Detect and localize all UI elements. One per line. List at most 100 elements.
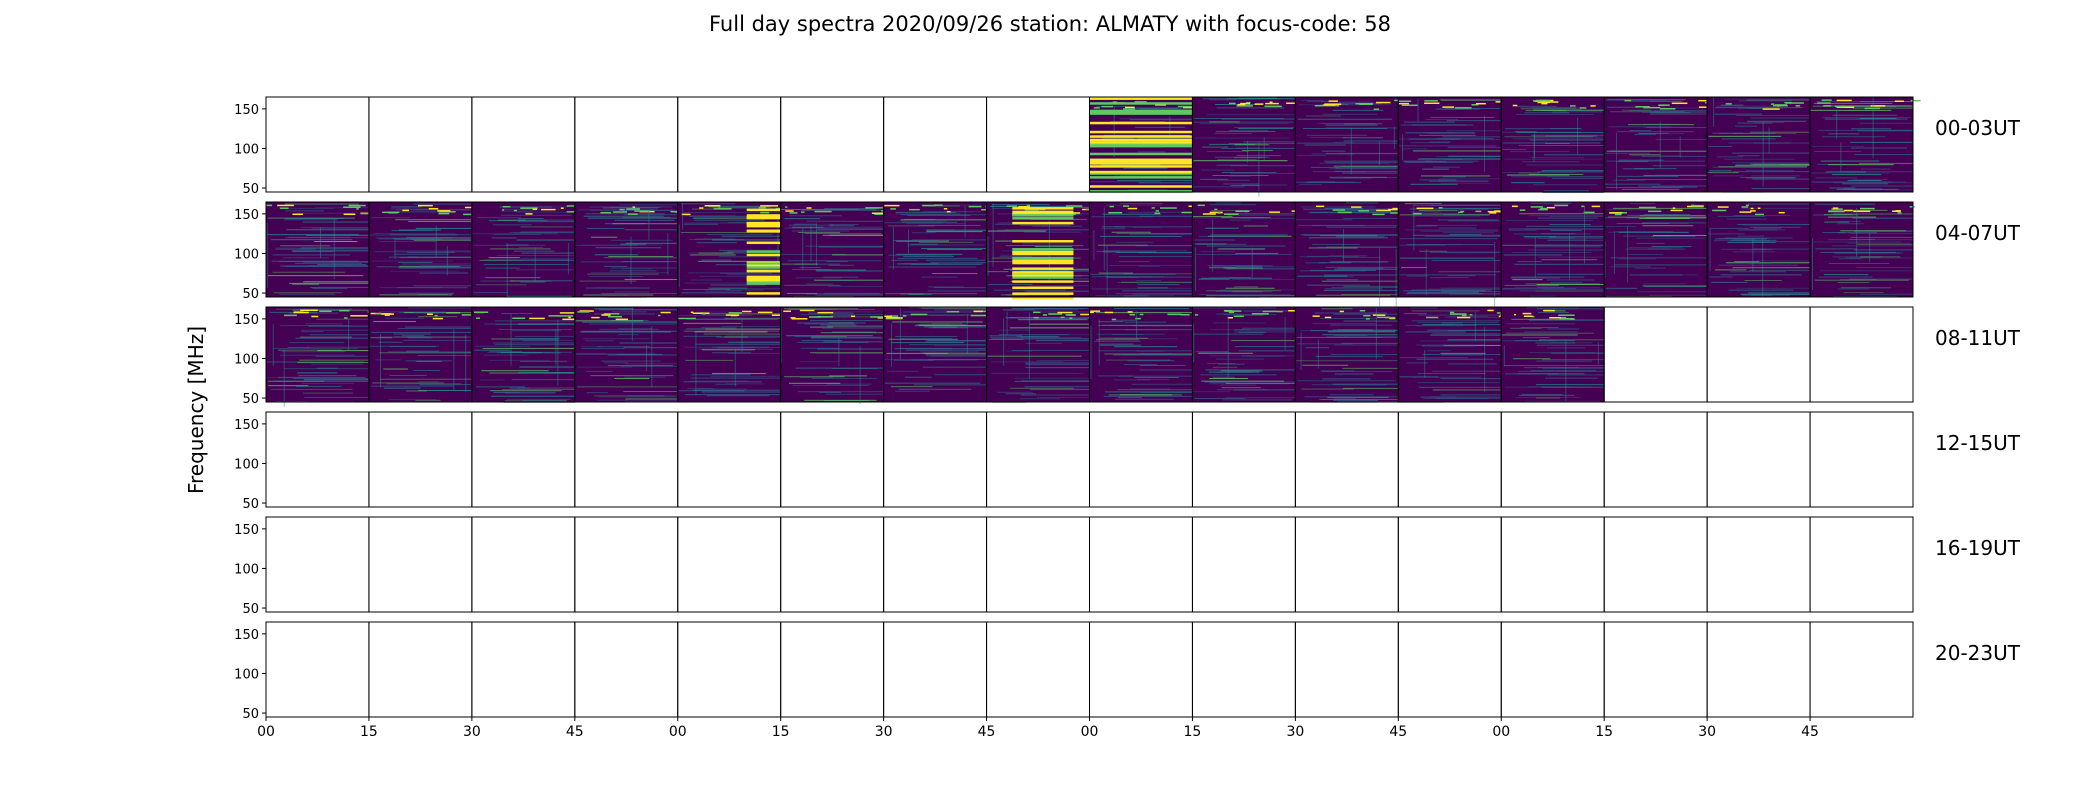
spectrum-panel [1706,411,1811,508]
spectrum-panel [368,516,473,613]
x-axis: 00 15 30 45 00 15 30 45 00 15 30 45 00 15 30 45 [257,717,1819,740]
spectrum-panel [1706,516,1811,613]
figure-title: Full day spectra 2020/09/26 station: ALM… [709,12,1391,36]
spectra-row-00-03UT: 50 100 150 [234,96,1921,197]
row-label-16-19UT: 16-19UT [1935,536,2020,560]
spectrum-panel [986,621,1090,718]
spectrum-panel [1089,621,1193,718]
spectrum-panel [265,516,370,613]
y-tick-label: 150 [234,628,259,643]
spectrum-panel [1500,201,1605,298]
y-axis-label: Frequency [MHz] [184,325,208,495]
x-tick-label: 30 [1698,724,1716,740]
x-tick-label: 30 [1286,724,1304,740]
row-label-12-15UT: 12-15UT [1935,431,2020,455]
spectrum-panel [1397,411,1502,508]
spectrum-panel [471,201,579,298]
spectrum-panel [471,96,576,193]
spectrum-panel [265,621,370,718]
x-tick-label: 15 [1595,724,1613,740]
spectrum-panel [1500,516,1605,613]
spectra-row-16-19UT: 50 100 150 [234,516,1914,617]
spectrum-panel [1397,201,1507,307]
y-tick-label: 100 [234,352,259,367]
spectra-row-20-23UT: 50 100 150 [234,621,1914,722]
spectrum-panel [986,306,1090,403]
spectrum-panel [1706,96,1824,193]
spectrum-panel [883,621,988,718]
x-tick-label: 45 [978,724,996,740]
spectrum-panel [265,201,378,298]
spectrum-panel [1706,306,1811,403]
x-tick-label: 00 [1492,724,1510,740]
x-tick-label: 00 [257,724,275,740]
y-tick-label: 50 [242,707,259,722]
spectrum-panel [677,201,791,298]
spectrum-panel [1397,516,1502,613]
spectrum-panel [780,411,885,508]
x-tick-label: 30 [875,724,893,740]
spectrum-panel [574,516,679,613]
spectrum-panel [1500,411,1605,508]
spectrum-panel [1603,201,1708,298]
spectrum-panel [883,516,988,613]
y-tick-label: 50 [242,182,259,197]
spectrum-panel [677,96,782,193]
spectrum-panel [780,516,885,613]
x-tick-label: 00 [669,724,687,740]
spectrum-panel [1294,96,1406,193]
spectrum-panel [986,411,1090,508]
spectrum-panel [471,621,576,718]
spectrum-panel [677,306,788,403]
spectrum-panel [1809,96,1921,193]
y-tick-label: 150 [234,208,259,223]
spectrum-panel [574,411,679,508]
spectrum-panel [883,96,988,193]
y-tick-label: 50 [242,392,259,407]
spectrum-panel [1603,621,1708,718]
spectrum-panel [1191,411,1296,508]
spectrum-panel [1500,306,1605,403]
spectrum-panel [1089,306,1193,403]
spectrum-panel [1809,621,1914,718]
y-tick-label: 50 [242,497,259,512]
spectrum-panel [574,201,686,298]
spectrum-panel [780,306,890,405]
spectrum-panel [471,411,576,508]
spectrum-panel [780,621,885,718]
spectrum-panel [368,621,473,718]
spectra-row-04-07UT: 50 100 150 [234,201,1915,312]
y-tick-label: 150 [234,418,259,433]
spectrum-panel [883,411,988,508]
spectrum-panel [677,411,782,508]
spectra-row-08-11UT: 50 100 150 [234,306,1914,407]
spectrum-panel [574,306,691,403]
y-tick-label: 100 [234,667,259,682]
y-tick-label: 150 [234,103,259,118]
spectrum-panel [1603,96,1720,193]
spectrum-panel [986,516,1090,613]
spectrum-panel [780,201,896,298]
spectrum-panel [1809,306,1914,403]
y-tick-label: 150 [234,523,259,538]
spectrum-panel [780,96,885,193]
spectrum-panel [1191,96,1303,197]
x-tick-label: 15 [1184,724,1202,740]
spectrum-panel [368,201,479,298]
spectrum-panel [1294,411,1399,508]
spectrum-panel [1089,201,1201,298]
spectra-row-12-15UT: 50 100 150 [234,411,1914,512]
spectrum-panel [883,201,995,298]
spectrum-panel [1809,516,1914,613]
y-tick-label: 100 [234,247,259,262]
spectrum-panel [265,96,370,193]
spectrum-panel [1191,306,1297,403]
y-tick-label: 50 [242,602,259,617]
y-tick-label: 100 [234,142,259,157]
x-tick-label: 15 [360,724,378,740]
spectrum-panel [471,516,576,613]
row-label-00-03UT: 00-03UT [1935,116,2020,140]
y-tick-label: 100 [234,457,259,472]
spectrum-panel [1603,516,1708,613]
spectrum-panel [574,96,679,193]
